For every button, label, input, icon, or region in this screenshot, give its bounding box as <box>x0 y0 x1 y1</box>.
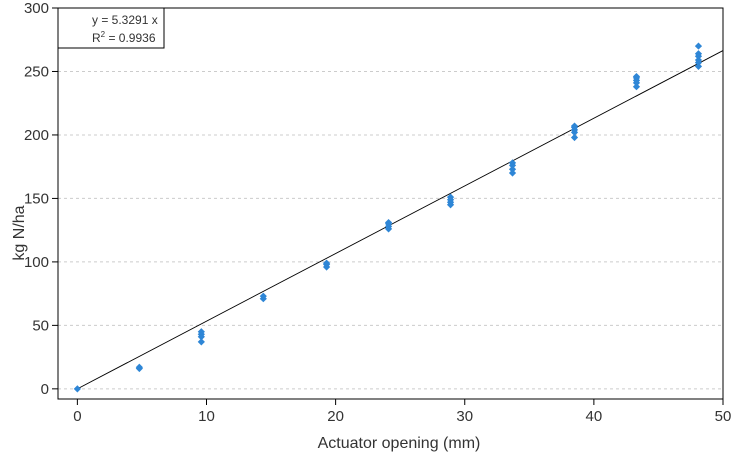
y-ticks: 0 50 100 150 200 250 300 <box>24 0 58 398</box>
y-tick-label: 250 <box>24 63 49 80</box>
data-point <box>508 159 517 167</box>
data-point <box>73 385 81 393</box>
data-point <box>384 218 393 227</box>
r-squared-exponent: 2 <box>101 30 106 39</box>
x-tick-label: 50 <box>715 408 732 425</box>
data-point <box>197 328 205 336</box>
r-squared-value: = 0.9936 <box>105 31 156 45</box>
y-tick-label: 100 <box>24 254 49 271</box>
data-points <box>73 42 703 393</box>
data-point <box>570 122 579 130</box>
y-tick-label: 0 <box>41 381 49 398</box>
x-tick-label: 40 <box>586 408 603 425</box>
data-point <box>508 169 517 177</box>
r-squared: R2 = 0.9936 <box>92 30 156 45</box>
y-tick-label: 200 <box>24 127 49 144</box>
data-point <box>197 338 205 346</box>
x-axis-title: Actuator opening (mm) <box>318 435 481 452</box>
data-point <box>446 193 455 201</box>
r-squared-symbol: R <box>92 31 101 45</box>
data-point <box>694 50 703 58</box>
x-tick-label: 20 <box>327 408 344 425</box>
y-tick-label: 300 <box>24 0 49 17</box>
data-point <box>694 62 703 70</box>
data-point <box>632 83 641 91</box>
regression-equation: y = 5.3291 x <box>92 13 158 27</box>
data-point <box>570 133 579 142</box>
regression-annotation: y = 5.3291 x R2 = 0.9936 <box>57 7 165 49</box>
x-tick-label: 10 <box>198 408 215 425</box>
data-point <box>322 259 331 267</box>
data-point <box>135 363 143 371</box>
x-tick-label: 0 <box>73 408 81 425</box>
y-axis-title: kg N/ha <box>11 205 28 260</box>
annotation-box <box>57 7 165 49</box>
y-tick-label: 150 <box>24 190 49 207</box>
data-point <box>632 72 641 81</box>
x-ticks: 0 10 20 30 40 50 <box>73 399 731 425</box>
data-point <box>694 56 703 64</box>
plot-frame <box>57 7 724 400</box>
y-tick-label: 50 <box>32 317 49 334</box>
x-tick-label: 30 <box>456 408 473 425</box>
data-point <box>694 42 703 50</box>
gridlines <box>58 7 723 390</box>
data-point <box>508 165 517 173</box>
trendline <box>77 50 724 390</box>
data-point <box>259 292 267 300</box>
